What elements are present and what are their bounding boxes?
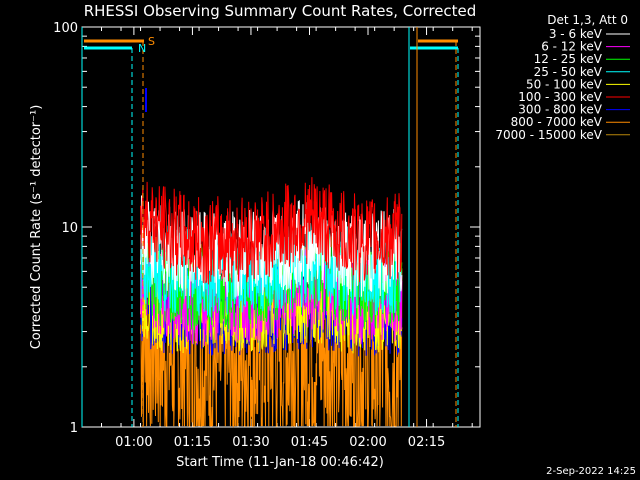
legend-label: 12 - 25 keV <box>534 52 603 66</box>
data-layer <box>84 39 458 428</box>
x-tick-label: 02:00 <box>349 435 386 450</box>
legend-label: 25 - 50 keV <box>534 65 603 79</box>
legend-label: 300 - 800 keV <box>518 103 602 117</box>
y-axis-label: Corrected Count Rate (s⁻¹ detector⁻¹) <box>29 105 44 350</box>
vertical-markers <box>81 27 459 427</box>
chart-title: RHESSI Observing Summary Count Rates, Co… <box>84 2 477 20</box>
legend-label: 6 - 12 keV <box>541 40 603 54</box>
legend-label: 100 - 300 keV <box>518 90 602 104</box>
annotation-n: N <box>138 42 146 55</box>
series-trace <box>140 177 403 285</box>
annotation-s: S <box>148 35 155 48</box>
axis-ticks <box>81 27 480 428</box>
x-tick-label: 01:15 <box>174 435 211 450</box>
x-tick-label: 01:45 <box>291 435 328 450</box>
x-tick-label: 01:30 <box>232 435 269 450</box>
legend-label: 50 - 100 keV <box>526 77 603 91</box>
x-tick-label: 02:15 <box>408 435 445 450</box>
y-tick-label-100: 100 <box>53 21 78 36</box>
legend-title: Det 1,3, Att 0 <box>547 13 628 27</box>
y-tick-label-1: 1 <box>70 421 78 436</box>
x-tick-labels: 01:00 01:15 01:30 01:45 02:00 02:15 <box>115 435 445 450</box>
y-tick-label-10: 10 <box>61 221 78 236</box>
legend-label: 3 - 6 keV <box>549 27 603 41</box>
x-axis-label: Start Time (11-Jan-18 00:46:42) <box>176 455 384 470</box>
legend-label: 7000 - 15000 keV <box>495 128 602 142</box>
footer-date: 2-Sep-2022 14:25 <box>546 466 636 477</box>
legend-label: 800 - 7000 keV <box>511 115 603 129</box>
x-tick-label: 01:00 <box>115 435 152 450</box>
